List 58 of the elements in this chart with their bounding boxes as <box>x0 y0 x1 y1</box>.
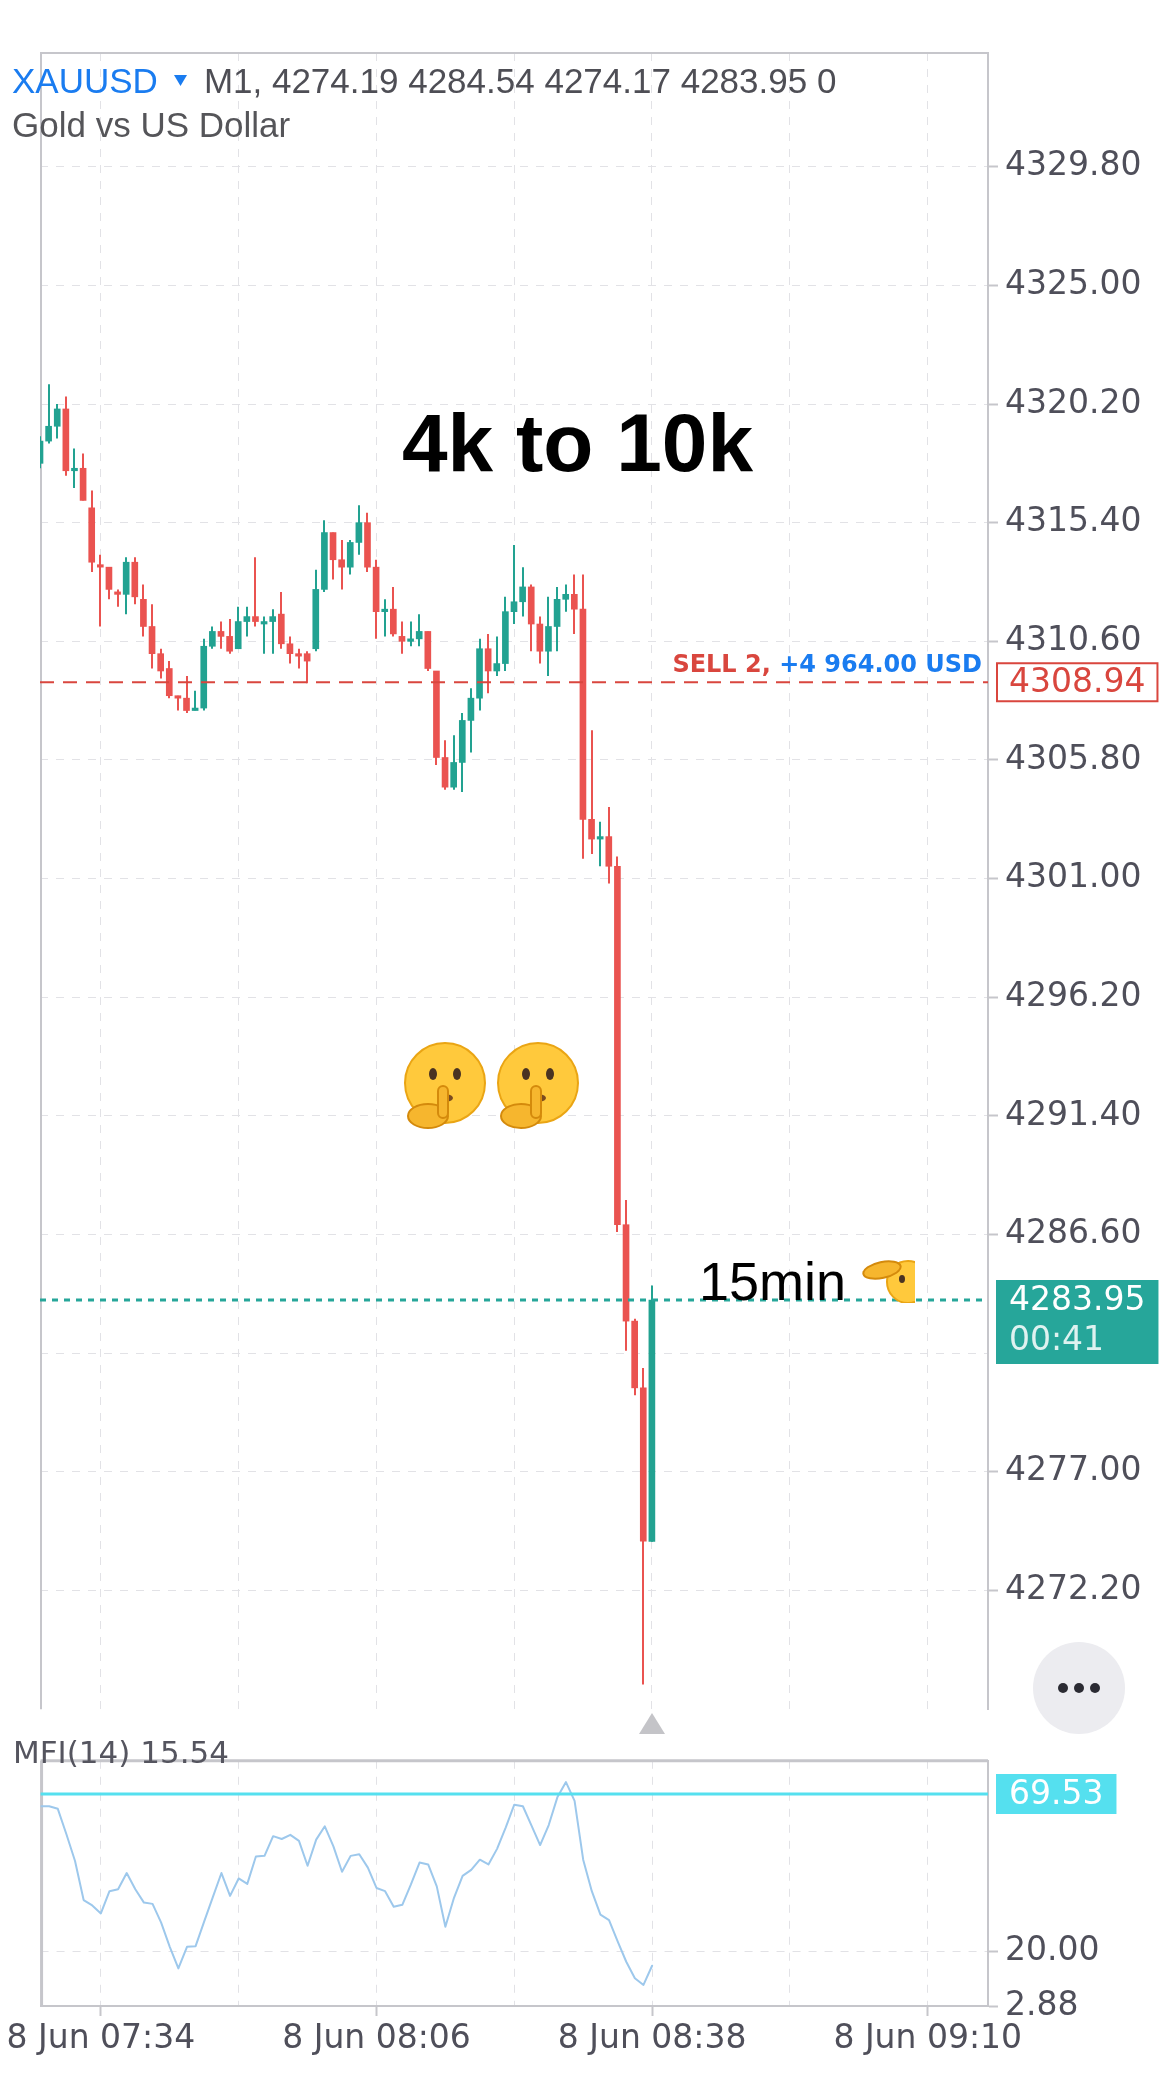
y-tick-label: 4325.00 <box>1005 262 1142 302</box>
candlestick <box>398 620 406 655</box>
x-tick-label: 8 Jun 07:34 <box>6 2017 196 2057</box>
y-tick-label: 4291.40 <box>1005 1093 1142 1133</box>
text: 00:41 <box>1009 1318 1105 1358</box>
y-tick-label: 4272.20 <box>1005 1568 1142 1608</box>
candlestick <box>105 566 113 601</box>
x-tick-label: 8 Jun 08:38 <box>557 2017 747 2057</box>
candlestick <box>71 447 78 490</box>
candlestick <box>571 573 578 635</box>
y-tick-label: 4329.80 <box>1005 144 1142 184</box>
candlestick <box>226 618 233 655</box>
candlestick <box>407 620 414 648</box>
candlestick <box>97 553 104 628</box>
candlestick <box>209 625 216 650</box>
ref-line-label: 4308.94 <box>1009 660 1146 700</box>
candlestick <box>269 608 277 655</box>
x-tick-label: 8 Jun 08:06 <box>282 2017 471 2057</box>
y-tick-label: 4320.20 <box>1005 381 1142 421</box>
candlestick <box>157 647 164 680</box>
candlestick <box>381 598 389 638</box>
annotation: 15min <box>699 1251 847 1311</box>
candlestick <box>53 403 61 440</box>
candlestick <box>519 566 526 618</box>
annotation: 4k to 10k <box>402 397 753 488</box>
candlestick <box>252 556 259 628</box>
ref-line-label: 69.53 <box>1009 1772 1104 1812</box>
candlestick <box>510 543 518 626</box>
candlestick <box>588 729 595 855</box>
chart-title: MFI(14) 15.54 <box>13 1734 229 1770</box>
candlestick <box>467 687 475 754</box>
candlestick <box>355 504 363 556</box>
candlestick <box>484 632 492 695</box>
candlestick <box>493 635 501 677</box>
y-tick-label: 4305.80 <box>1005 737 1142 777</box>
annotation: SELL 2, <box>672 650 771 679</box>
ref-line-label: 4283.95 <box>1009 1278 1146 1318</box>
candlestick <box>183 674 190 715</box>
text: Gold vs US Dollar <box>12 105 291 144</box>
y-tick-label: 4286.60 <box>1005 1212 1142 1252</box>
candlestick <box>295 647 302 670</box>
candlestick <box>217 620 225 650</box>
candlestick <box>338 538 345 591</box>
y-tick-label: 20.00 <box>1005 1929 1100 1969</box>
candlestick <box>596 820 604 868</box>
candlestick <box>562 583 570 613</box>
candlestick <box>286 635 294 665</box>
y-tick-label: 4301.00 <box>1005 856 1142 896</box>
candlestick <box>45 383 52 445</box>
chart-title: XAUUSD <box>12 61 158 100</box>
y-tick-label: 4296.20 <box>1005 974 1142 1014</box>
candlestick <box>243 605 251 638</box>
y-tick-label: 4315.40 <box>1005 500 1142 540</box>
annotation: M1, 4274.19 4284.54 4274.17 4283.95 0 <box>203 61 837 100</box>
y-tick-label: 4277.00 <box>1005 1449 1142 1489</box>
y-tick-label: 4310.60 <box>1005 618 1142 658</box>
candlestick <box>415 613 423 648</box>
annotation: +4 964.00 USD <box>779 650 982 679</box>
